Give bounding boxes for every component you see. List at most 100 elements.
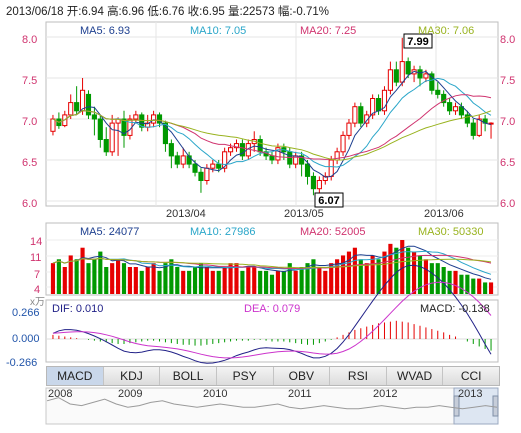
volume-bar	[246, 267, 251, 294]
low-marker-box	[314, 192, 344, 208]
navigator-handle-right[interactable]	[492, 395, 499, 417]
candle-body	[192, 163, 198, 173]
volume-ma5-line	[52, 245, 492, 280]
volume-bar	[50, 263, 56, 294]
candle-body	[458, 106, 465, 116]
tab-boll[interactable]: BOLL	[160, 367, 217, 385]
volume-bar	[121, 263, 127, 294]
volume-bar	[151, 263, 156, 294]
macd-dea: DEA: 0.079	[244, 303, 301, 315]
vol-tick: 7	[34, 269, 41, 281]
volume-bar	[240, 270, 245, 294]
volume-bar	[234, 263, 239, 294]
y-right-tick: 7.5	[500, 75, 516, 87]
macd-tick: -0.266	[6, 357, 38, 369]
volume-bar	[329, 263, 334, 294]
candle-body	[50, 118, 56, 132]
volume-bar	[258, 270, 263, 294]
candle-body	[352, 106, 358, 124]
tab-rsi[interactable]: RSI	[330, 367, 387, 385]
low-marker: 6.07	[318, 195, 339, 207]
navigator-frame[interactable]	[45, 387, 499, 425]
macd-tick: 0.000	[12, 333, 40, 345]
tab-obv[interactable]: OBV	[274, 367, 331, 385]
vol-tick: 14	[30, 236, 43, 248]
vol-legend-ma10: MA10: 27986	[190, 226, 256, 238]
volume-ma-lines	[52, 245, 492, 280]
info-date: 2013/06/18	[6, 6, 64, 18]
macd-value: MACD: -0.138	[420, 303, 490, 315]
tab-psy[interactable]: PSY	[217, 367, 274, 385]
high-marker: 7.99	[407, 36, 428, 48]
candle-body	[156, 114, 163, 124]
candle-body	[304, 163, 311, 177]
nav-year: 2012	[373, 388, 398, 400]
info-low: 6.76	[162, 6, 185, 18]
volume-bar	[335, 259, 340, 294]
volume-bar	[181, 270, 186, 294]
candle-body	[151, 114, 157, 124]
y-right-tick: 7.0	[500, 116, 516, 128]
volume-bars	[50, 240, 494, 294]
legend-ma5: MA5: 6.93	[80, 25, 131, 37]
vol-legend-ma5: MA5: 24077	[80, 226, 140, 238]
candle-body	[370, 98, 376, 116]
y-left-tick: 6.0	[22, 198, 38, 210]
dif-line	[52, 264, 492, 364]
info-volume-label: 量:	[227, 6, 243, 18]
y-left-tick: 8.0	[22, 34, 38, 46]
volume-bar	[305, 263, 310, 294]
info-close: 6.95	[202, 6, 225, 18]
candle-body	[316, 180, 322, 190]
navigator-handle-left[interactable]	[453, 395, 460, 417]
volume-bar	[163, 263, 168, 294]
price-ma-lines	[52, 70, 492, 178]
volume-bar	[358, 259, 363, 294]
candle-body	[74, 102, 80, 112]
candle-body	[417, 69, 423, 79]
candle-body	[198, 171, 204, 182]
nav-year: 2008	[48, 388, 73, 400]
candle-body	[393, 69, 399, 83]
volume-bar	[74, 259, 79, 294]
y-right-tick: 6.5	[500, 157, 516, 169]
vol-tick: 11	[30, 252, 42, 264]
volume-bar	[412, 251, 417, 294]
volume-bar	[435, 263, 440, 294]
volume-bar	[346, 251, 352, 294]
legend-ma20: MA20: 7.25	[300, 25, 357, 37]
ohlc-info-bar: 2013/06/18 开:6.94 高:6.96 低:6.76 收:6.95 量…	[6, 3, 329, 19]
candle-body	[346, 122, 352, 136]
info-open: 6.94	[81, 6, 104, 18]
volume-bar	[382, 251, 387, 294]
price-panel-frame	[45, 21, 499, 207]
indicator-tab-bar: MACD KDJ BOLL PSY OBV RSI WVAD CCI	[46, 366, 500, 386]
volume-bar	[192, 267, 198, 294]
candle-body	[275, 147, 281, 161]
candle-body	[399, 61, 405, 83]
candle-body	[168, 143, 174, 157]
volume-bar	[68, 255, 73, 294]
high-marker-box	[403, 33, 433, 49]
volume-bar	[370, 255, 375, 294]
y-left-tick: 7.0	[22, 116, 38, 128]
tab-macd[interactable]: MACD	[47, 367, 104, 385]
info-high: 6.96	[121, 6, 145, 18]
candle-body	[222, 151, 228, 169]
tab-wvad[interactable]: WVAD	[387, 367, 444, 385]
navigator-history-line	[46, 397, 498, 410]
volume-bar	[187, 270, 192, 294]
candle-body	[133, 114, 139, 120]
volume-bar	[204, 267, 209, 294]
volume-bar	[364, 263, 369, 294]
tab-cci[interactable]: CCI	[460, 369, 482, 383]
volume-bar	[216, 270, 221, 294]
ma30-line	[52, 109, 492, 161]
volume-ma10-line	[52, 250, 492, 275]
nav-year: 2013	[458, 388, 483, 400]
volume-bar	[275, 270, 280, 294]
volume-bar	[80, 247, 85, 294]
tab-kdj[interactable]: KDJ	[104, 367, 161, 385]
volume-bar	[133, 267, 138, 294]
